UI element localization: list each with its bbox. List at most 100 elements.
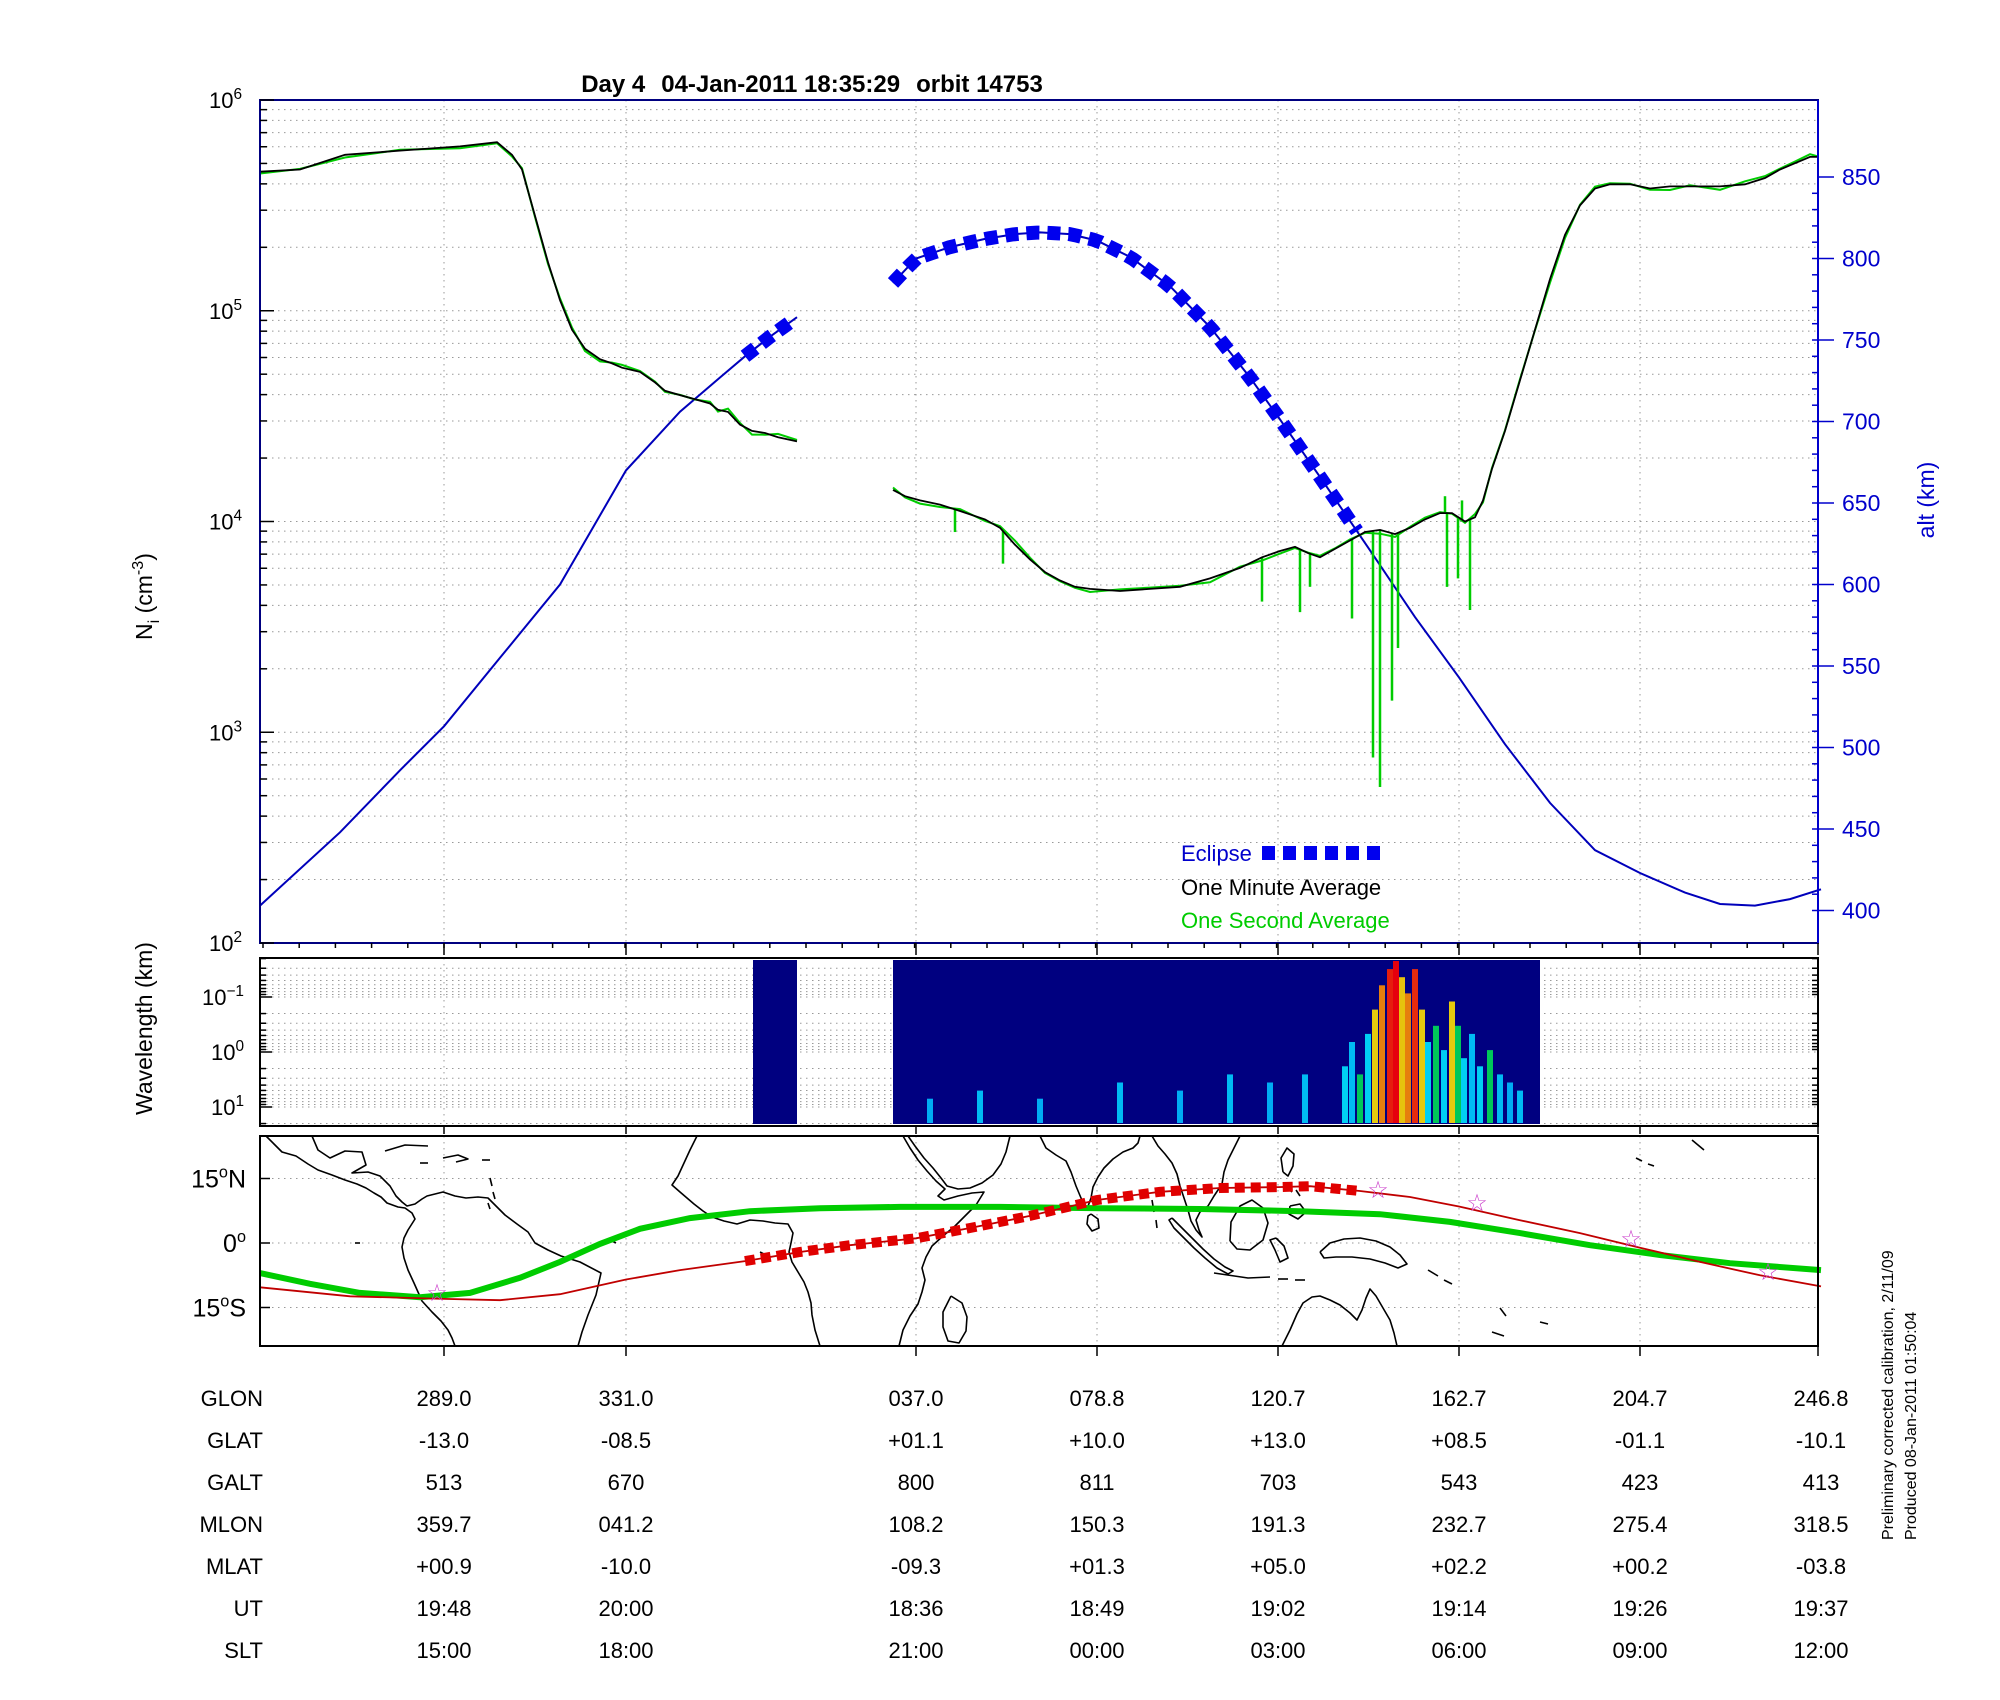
orbit-marker-star: ☆ [1757, 1259, 1779, 1286]
altitude-curve [892, 231, 1822, 907]
orbit-marker-star: ☆ [1620, 1226, 1642, 1253]
coastline [1635, 1157, 1643, 1162]
spectrogram-streak [1227, 1074, 1233, 1123]
note-produced: Produced 08-Jan-2011 01:50:04 [1903, 1312, 1920, 1540]
density-tick-label: 104 [209, 508, 242, 535]
orbit-marker-star: ☆ [426, 1280, 448, 1307]
table-cell: 19:26 [1612, 1596, 1667, 1621]
coastline [1319, 1237, 1408, 1269]
orbit-marker-star: ☆ [1466, 1190, 1488, 1217]
spectrogram-streak [1469, 1033, 1475, 1123]
table-cell: 811 [1079, 1470, 1114, 1495]
coastline [384, 1144, 429, 1152]
table-cell: -10.0 [601, 1554, 651, 1579]
table-row-label: MLAT [206, 1554, 263, 1579]
table-cell: 037.0 [888, 1386, 943, 1411]
alt-tick-label: 700 [1842, 409, 1880, 435]
table-cell: 331.0 [598, 1386, 653, 1411]
ephemeris-table: GLON 289.0 331.0 037.0 078.8 120.7 162.7 204.7 2… [199, 1386, 1848, 1663]
table-cell: 12:00 [1793, 1638, 1848, 1663]
spectrogram-streak [1357, 1074, 1363, 1123]
table-cell: 120.7 [1250, 1386, 1305, 1411]
coastline [1229, 1199, 1269, 1251]
table-cell: +05.0 [1250, 1554, 1306, 1579]
alt-tick-label: 800 [1842, 246, 1880, 272]
alt-tick-label: 850 [1842, 164, 1880, 190]
orbit-marker-star: ☆ [1367, 1177, 1389, 1204]
gridlines [260, 100, 1819, 1346]
one-second-average-curve [892, 153, 1819, 594]
table-row-label: SLT [224, 1638, 263, 1663]
table-cell: -01.1 [1615, 1428, 1665, 1453]
spectrogram-streak [1379, 985, 1385, 1123]
coastline [898, 1135, 985, 1347]
note-calibration: Preliminary corrected calibration, 2/11/… [1880, 1250, 1897, 1540]
table-cell: 246.8 [1793, 1386, 1848, 1411]
spectrogram-streak [1441, 1050, 1447, 1123]
coastline [1168, 1217, 1234, 1275]
spectrogram-streak [1455, 1025, 1461, 1123]
alt-tick-label: 500 [1842, 735, 1880, 761]
legend-eclipse-label: Eclipse [1181, 841, 1252, 866]
table-cell: +01.3 [1069, 1554, 1125, 1579]
coastline [1213, 1272, 1271, 1279]
panel-frames [259, 99, 1819, 1347]
table-cell: 275.4 [1612, 1512, 1667, 1537]
coastline [1647, 1163, 1655, 1167]
coastline [1269, 1237, 1289, 1263]
table-row-label: UT [234, 1596, 263, 1621]
coastline [1443, 1279, 1453, 1285]
coastline [1691, 1139, 1705, 1151]
ground-track-eclipse-dashes [744, 1181, 1358, 1267]
alt-tick-label: 650 [1842, 490, 1880, 516]
alt-tick-label: 400 [1842, 898, 1880, 924]
coastline [1539, 1321, 1549, 1325]
table-row-label: GALT [207, 1470, 263, 1495]
spectrogram-data-block [753, 960, 797, 1124]
spectrogram-streak [1117, 1082, 1123, 1123]
spectrogram-streak [1412, 969, 1418, 1123]
spectrogram-streak [1433, 1025, 1439, 1123]
density-axis-title: Ni (cm-3) [129, 553, 163, 640]
table-cell: 543 [1441, 1470, 1478, 1495]
alt-axis-title: alt (km) [1913, 462, 1939, 539]
table-cell: 09:00 [1612, 1638, 1667, 1663]
table-cell: +08.5 [1431, 1428, 1487, 1453]
table-cell: +13.0 [1250, 1428, 1306, 1453]
eclipse-dashes [740, 314, 798, 362]
page-title: Day 4 04-Jan-2011 18:35:29 orbit 14753 [581, 71, 1043, 98]
density-tick-label: 106 [209, 86, 242, 113]
table-cell: +00.2 [1612, 1554, 1668, 1579]
table-cell: 204.7 [1612, 1386, 1667, 1411]
table-cell: 423 [1622, 1470, 1659, 1495]
spectrogram-streak [1349, 1042, 1355, 1123]
spectrogram-streak [927, 1098, 933, 1123]
table-cell: -03.8 [1796, 1554, 1846, 1579]
spectrogram-data-block [893, 960, 1540, 1124]
spectrogram-streak [1365, 1033, 1371, 1123]
table-cell: 03:00 [1250, 1638, 1305, 1663]
table-cell: -09.3 [891, 1554, 941, 1579]
coastline [907, 1135, 1011, 1190]
alt-tick-label: 600 [1842, 572, 1880, 598]
coastline [1151, 1135, 1241, 1238]
spectrogram-streak [1302, 1074, 1308, 1123]
spectrogram-streak [1425, 1042, 1431, 1123]
spectrogram-streak [1405, 993, 1411, 1123]
table-cell: 15:00 [416, 1638, 471, 1663]
table-cell: -10.1 [1796, 1428, 1846, 1453]
legend-one-second-label: One Second Average [1181, 908, 1390, 933]
spectrogram-streak [1507, 1082, 1513, 1123]
table-cell: 18:36 [888, 1596, 943, 1621]
table-cell: -13.0 [419, 1428, 469, 1453]
table-cell: 162.7 [1431, 1386, 1486, 1411]
wavelength-tick-label: 101 [211, 1093, 244, 1120]
table-cell: 232.7 [1431, 1512, 1486, 1537]
alt-tick-label: 550 [1842, 653, 1880, 679]
spectrogram-streak [1342, 1066, 1348, 1123]
table-cell: 359.7 [416, 1512, 471, 1537]
coastline [311, 1135, 602, 1347]
spectrogram-streak [1267, 1082, 1273, 1123]
spectrogram-panel-frame [259, 957, 1819, 1127]
